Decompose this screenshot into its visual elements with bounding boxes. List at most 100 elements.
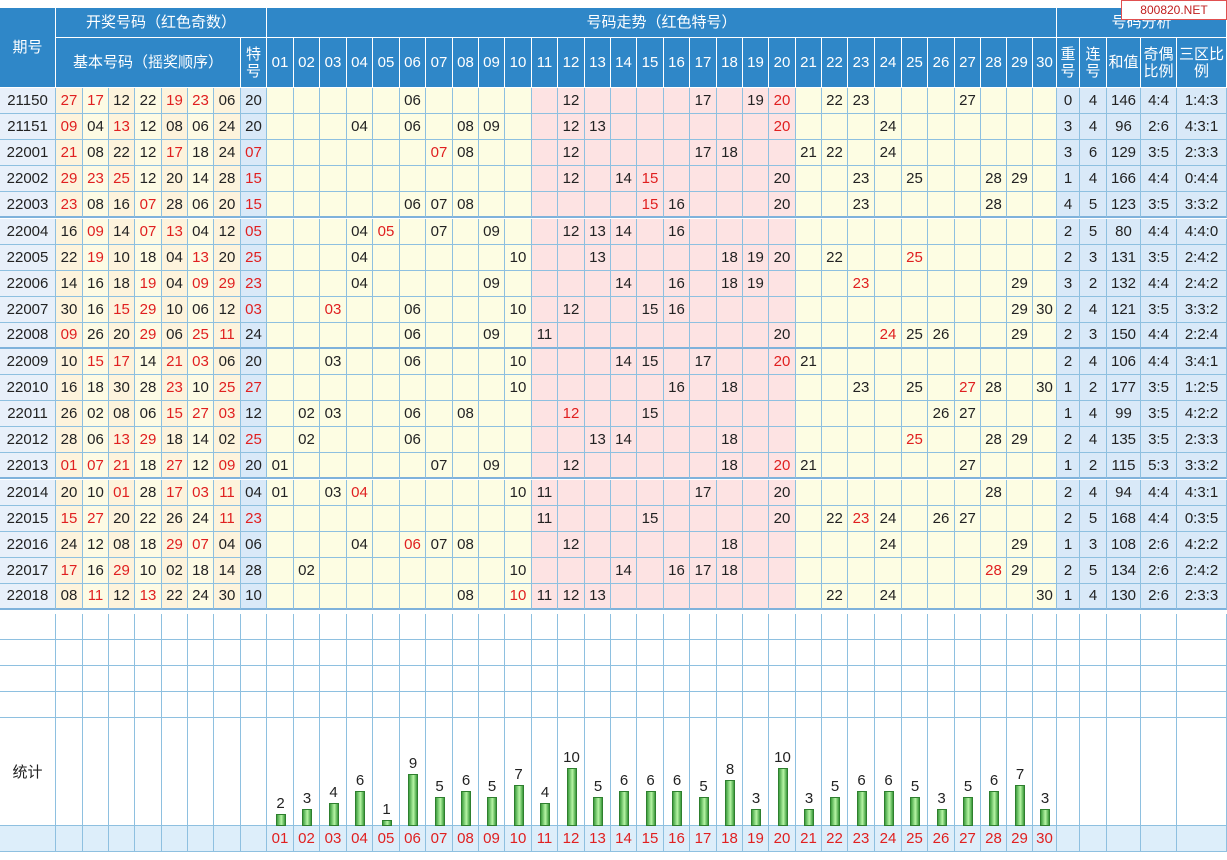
zones-cell: 2:2:4	[1177, 322, 1227, 349]
trend-empty-cell	[426, 505, 453, 532]
blank-cell	[822, 666, 848, 692]
trend-empty-cell	[796, 322, 822, 349]
trend-empty-cell	[479, 427, 505, 454]
trend-empty-cell	[294, 505, 320, 532]
blank-cell	[981, 614, 1007, 640]
basic-number-cell: 04	[162, 244, 188, 271]
trend-empty-cell	[796, 375, 822, 402]
special-number-cell: 20	[241, 88, 267, 115]
basic-number-cell: 13	[188, 244, 214, 271]
consec-cell: 4	[1080, 166, 1107, 193]
basic-number-cell: 06	[83, 427, 109, 454]
basic-number-cell: 10	[109, 244, 135, 271]
trend-empty-cell	[426, 479, 453, 506]
trend-empty-cell	[611, 192, 637, 219]
trend-empty-cell	[822, 192, 848, 219]
basic-number-cell: 29	[135, 296, 162, 323]
stats-label: 统计	[0, 718, 56, 826]
blank-cell	[558, 666, 585, 692]
trend-ball: 09	[479, 453, 505, 480]
repeat-cell: 2	[1057, 349, 1080, 376]
blank-cell	[320, 692, 347, 718]
trend-column-header: 25	[902, 38, 928, 88]
trend-empty-cell	[848, 427, 875, 454]
oe-cell: 2:6	[1141, 114, 1177, 141]
special-number-cell: 24	[241, 322, 267, 349]
basic-numbers-header: 基本号码（摇奖顺序）	[56, 38, 241, 88]
trend-column-header: 24	[875, 38, 902, 88]
trend-ball: 23	[848, 505, 875, 532]
trend-ball: 12	[558, 531, 585, 558]
trend-empty-cell	[981, 140, 1007, 167]
trend-empty-cell	[955, 218, 981, 245]
trend-column-header: 17	[690, 38, 717, 88]
trend-column-header: 26	[928, 38, 955, 88]
trend-column-header: 30	[1033, 38, 1057, 88]
period-cell: 22010	[0, 375, 56, 402]
blank-cell	[532, 692, 558, 718]
trend-ball: 08	[453, 583, 479, 610]
trend-empty-cell	[611, 296, 637, 323]
odd-even-header: 奇偶比例	[1141, 38, 1177, 88]
stats-cell	[1033, 718, 1057, 826]
stats-bar	[487, 797, 497, 826]
trend-empty-cell	[585, 505, 611, 532]
stats-bar-label: 5	[487, 778, 497, 795]
stats-cell	[109, 718, 135, 826]
trend-empty-cell	[848, 583, 875, 610]
stats-bar-label: 3	[804, 789, 814, 807]
trend-ball: 22	[822, 244, 848, 271]
trend-empty-cell	[1007, 114, 1033, 141]
trend-empty-cell	[320, 166, 347, 193]
blank-cell	[162, 614, 188, 640]
oe-cell: 3:5	[1141, 244, 1177, 271]
zones-cell: 1:4:3	[1177, 88, 1227, 115]
basic-number-cell: 28	[162, 192, 188, 219]
trend-ball: 18	[717, 453, 743, 480]
trend-empty-cell	[294, 114, 320, 141]
blank-cell	[373, 614, 400, 640]
trend-ball: 28	[981, 166, 1007, 193]
blank-cell	[135, 692, 162, 718]
trend-ball: 06	[400, 88, 426, 115]
basic-number-cell: 24	[188, 505, 214, 532]
trend-empty-cell	[426, 349, 453, 376]
trend-ball: 20	[769, 322, 796, 349]
trend-empty-cell	[1007, 401, 1033, 428]
sum-cell: 99	[1107, 401, 1141, 428]
oe-cell: 4:4	[1141, 270, 1177, 297]
trend-ball: 02	[294, 401, 320, 428]
trend-empty-cell	[320, 218, 347, 245]
trend-empty-cell	[1007, 349, 1033, 376]
basic-number-cell: 21	[109, 453, 135, 480]
stats-bar	[275, 814, 286, 826]
blank-cell	[902, 614, 928, 640]
trend-empty-cell	[585, 557, 611, 584]
trend-empty-cell	[320, 192, 347, 219]
stats-bar-label: 10	[563, 749, 580, 766]
trend-empty-cell	[637, 453, 664, 480]
trend-empty-cell	[400, 505, 426, 532]
trend-empty-cell	[743, 427, 769, 454]
bottom-column-label: 12	[558, 826, 585, 852]
trend-empty-cell	[981, 114, 1007, 141]
basic-number-cell: 10	[135, 557, 162, 584]
blank-cell	[690, 666, 717, 692]
blank-cell	[822, 640, 848, 666]
stats-bar-label: 8	[725, 760, 735, 778]
trend-empty-cell	[717, 322, 743, 349]
blank-cell	[320, 614, 347, 640]
oe-cell: 4:4	[1141, 88, 1177, 115]
basic-number-cell: 20	[109, 505, 135, 532]
trend-ball: 11	[532, 505, 558, 532]
trend-empty-cell	[690, 296, 717, 323]
trend-ball: 19	[743, 88, 769, 115]
bottom-column-label: 26	[928, 826, 955, 852]
trend-empty-cell	[769, 218, 796, 245]
trend-empty-cell	[902, 296, 928, 323]
trend-empty-cell	[373, 479, 400, 506]
zones-cell: 2:3:3	[1177, 583, 1227, 610]
trend-empty-cell	[453, 453, 479, 480]
trend-empty-cell	[1007, 192, 1033, 219]
blank-cell	[928, 640, 955, 666]
